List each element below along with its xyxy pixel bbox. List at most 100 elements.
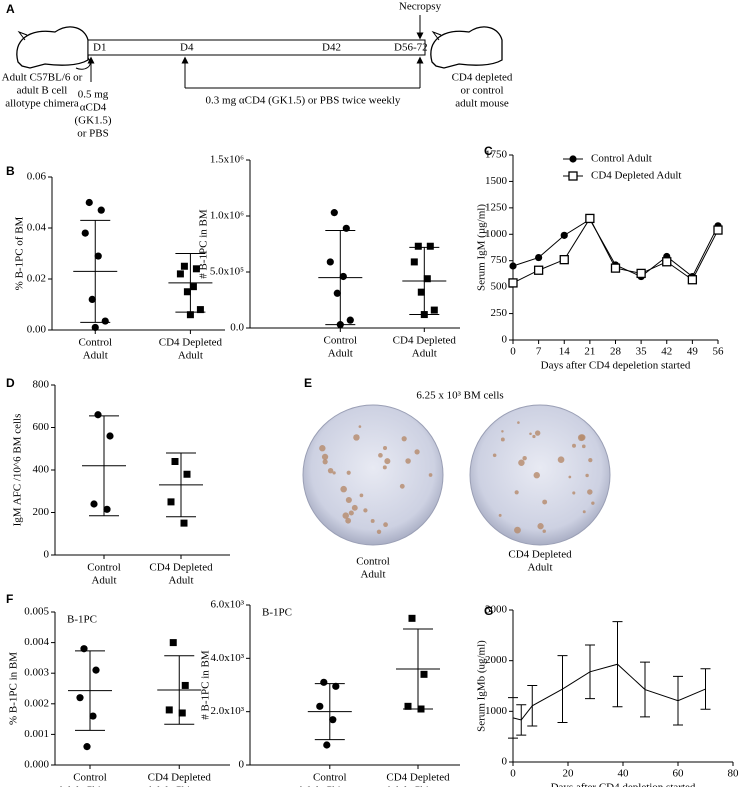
point — [332, 682, 340, 690]
dose-label: 0.3 mg αCD4 (GK1.5) or PBS twice weekly — [206, 95, 401, 107]
colony — [585, 473, 589, 478]
y-tick-label: 6.0x10³ — [210, 599, 244, 611]
colony — [492, 453, 497, 458]
panel-label: C — [484, 144, 493, 158]
x-tick-label: 60 — [673, 768, 685, 780]
timeline-diagram: D1 D4 D42 D56-72 Necropsy Adult C57BL/6 … — [2, 1, 513, 140]
colony — [376, 529, 382, 535]
colony — [351, 504, 358, 511]
point — [414, 242, 422, 250]
point — [192, 265, 200, 273]
colony — [518, 459, 525, 466]
panel-label: E — [304, 376, 312, 390]
x-tick-label: 20 — [563, 768, 575, 780]
x-tick-label: 80 — [728, 768, 740, 780]
chart-title: B-1PC — [262, 607, 292, 619]
colony — [383, 522, 388, 528]
point — [559, 255, 569, 265]
point — [178, 709, 186, 717]
timepoint: D4 — [180, 42, 194, 54]
mouse-icon — [16, 26, 89, 69]
y-tick-label: 0 — [44, 549, 50, 561]
mouse-ear — [17, 30, 28, 41]
y-tick-label: 1000 — [485, 228, 508, 240]
x-tick-label: Adult — [412, 348, 437, 360]
x-tick-label: 7 — [536, 346, 542, 358]
point — [196, 306, 204, 314]
x-tick-label: CD4 Depleted — [159, 337, 223, 349]
x-tick-label: 42 — [661, 346, 672, 358]
plates-title: 6.25 x 10³ BM cells — [416, 390, 503, 402]
x-tick-label: 56 — [713, 346, 725, 358]
y-tick-label: 1500 — [485, 175, 508, 187]
dose-label: or PBS — [77, 128, 109, 140]
colony — [500, 437, 505, 442]
point — [186, 311, 194, 319]
colony — [327, 467, 334, 474]
y-tick-label: 0.005 — [24, 606, 49, 618]
x-tick-label: Control — [313, 772, 347, 784]
y-tick-label: 0.001 — [24, 728, 49, 740]
colony — [340, 485, 347, 493]
legend-marker — [568, 171, 578, 181]
x-tick-label: Control — [87, 562, 121, 574]
y-axis-label: # B-1PC in BM — [200, 650, 212, 720]
timeline-bar — [87, 39, 426, 56]
point — [103, 505, 111, 513]
plate-label: Adult — [360, 569, 385, 581]
point — [83, 743, 91, 751]
error-bar — [557, 655, 568, 723]
colony — [568, 475, 572, 479]
error-bar — [527, 684, 538, 727]
x-tick-label: 14 — [559, 346, 571, 358]
x-tick-label: 0 — [510, 346, 516, 358]
colony — [577, 434, 585, 442]
y-tick-label: 0.06 — [27, 171, 47, 183]
group-label: or control — [460, 85, 503, 97]
y-tick-label: 250 — [491, 307, 508, 319]
point — [423, 275, 431, 283]
plate — [302, 404, 444, 546]
point — [183, 470, 191, 478]
y-tick-label: 5.0x10⁵ — [210, 266, 244, 278]
colony — [322, 459, 328, 465]
colony — [428, 473, 433, 477]
y-tick-label: 400 — [33, 464, 50, 476]
point — [326, 258, 334, 266]
group-label: adult B cell — [17, 85, 68, 97]
colony — [533, 472, 540, 479]
x-tick-label: Adult — [91, 575, 116, 587]
y-tick-label: 200 — [33, 506, 50, 518]
colony — [353, 434, 360, 441]
point — [101, 317, 109, 325]
x-axis-label: Days after CD4 depeletion started — [541, 360, 691, 372]
colony — [514, 490, 519, 495]
colony — [588, 458, 593, 463]
x-tick-label: Control — [323, 335, 357, 347]
error-bar — [585, 644, 595, 700]
y-tick-label: 2000 — [485, 654, 508, 666]
y-tick-label: 0.003 — [24, 667, 49, 679]
panel-label: B — [6, 164, 15, 178]
colony — [401, 436, 407, 442]
colony — [517, 421, 520, 424]
x-tick-label: Adult Chimera — [385, 785, 451, 787]
colony — [346, 470, 351, 475]
colony — [522, 455, 527, 461]
mouse-ear — [431, 30, 442, 41]
y-tick-label: 0.002 — [24, 697, 49, 709]
colony — [345, 496, 352, 504]
colony — [382, 446, 388, 451]
point — [88, 295, 96, 303]
point — [417, 288, 425, 296]
point — [90, 500, 98, 508]
point — [97, 206, 105, 214]
colony — [572, 491, 576, 495]
point — [169, 639, 177, 647]
group-label: adult mouse — [455, 98, 509, 110]
colony — [501, 430, 504, 433]
sd-bar — [80, 219, 111, 323]
point — [410, 258, 418, 266]
colony — [363, 508, 368, 513]
y-tick-label: 0.00 — [27, 324, 47, 336]
